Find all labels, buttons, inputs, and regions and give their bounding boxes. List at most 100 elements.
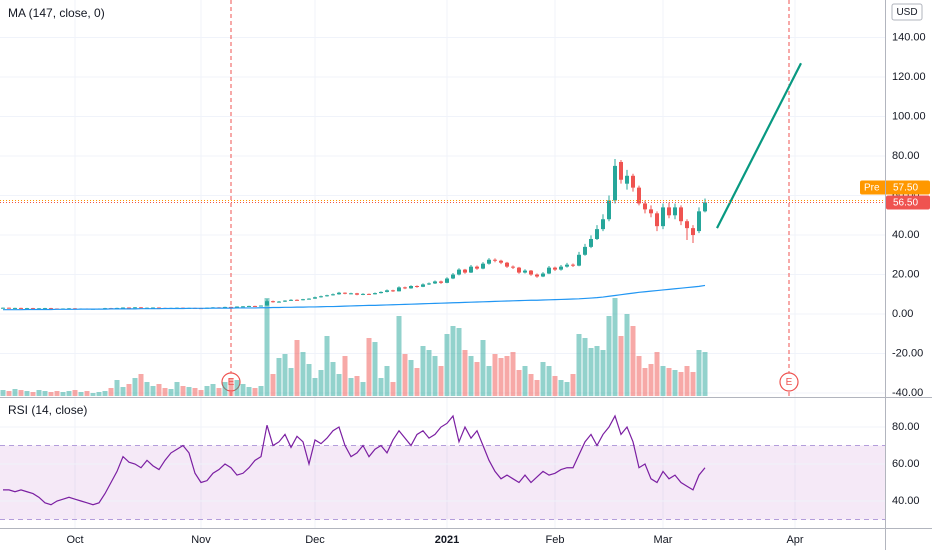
- rsi-legend[interactable]: RSI (14, close): [8, 403, 87, 417]
- volume-bar: [78, 392, 84, 396]
- volume-bar: [504, 356, 510, 396]
- candle-body: [367, 293, 371, 295]
- volume-bar: [312, 378, 318, 396]
- volume-bar: [264, 298, 270, 396]
- volume-bar: [648, 364, 654, 396]
- volume-bar: [702, 352, 708, 396]
- y-tick-label: 120.00: [892, 71, 926, 83]
- volume-bar: [558, 380, 564, 396]
- volume-bar: [162, 388, 168, 396]
- y-tick-label: 80.00: [892, 421, 920, 433]
- candle-body: [613, 165, 617, 201]
- volume-bar: [258, 386, 264, 396]
- volume-bar: [150, 386, 156, 396]
- volume-bar: [384, 366, 390, 396]
- y-tick-label: -40.00: [892, 387, 923, 399]
- candle-body: [583, 246, 587, 255]
- volume-bar: [252, 388, 258, 396]
- volume-bar: [138, 374, 144, 396]
- ma-legend[interactable]: MA (147, close, 0): [8, 6, 105, 20]
- y-tick-label: 100.00: [892, 110, 926, 122]
- volume-bar: [288, 368, 294, 396]
- volume-bar: [438, 366, 444, 396]
- volume-bar: [510, 352, 516, 396]
- candle-body: [361, 293, 365, 295]
- candle-body: [661, 207, 665, 227]
- volume-bar: [684, 366, 690, 396]
- volume-bar: [540, 362, 546, 396]
- x-tick-label: Mar: [654, 534, 673, 546]
- currency-label[interactable]: USD: [896, 7, 917, 18]
- candle-body: [439, 281, 443, 283]
- candle-body: [379, 291, 383, 294]
- candle-body: [697, 211, 701, 232]
- candle-body: [7, 307, 11, 309]
- y-tick-label: -20.00: [892, 347, 923, 359]
- volume-bar: [378, 378, 384, 396]
- candle-body: [643, 203, 647, 210]
- volume-bar: [618, 336, 624, 396]
- volume-bar: [174, 382, 180, 396]
- volume-bar: [12, 389, 18, 396]
- x-tick-label: Dec: [305, 534, 325, 546]
- candle-body: [247, 305, 251, 307]
- volume-bar: [678, 372, 684, 396]
- candle-body: [427, 283, 431, 285]
- volume-bar: [66, 391, 72, 396]
- candle-body: [277, 301, 281, 303]
- candle-body: [553, 267, 557, 270]
- x-tick-label: Nov: [191, 534, 211, 546]
- candle-body: [319, 296, 323, 298]
- currency-box[interactable]: [891, 3, 923, 21]
- candle-body: [259, 305, 263, 307]
- price-tag-value: 57.50: [893, 183, 918, 194]
- volume-bar: [630, 326, 636, 396]
- volume-bar: [534, 380, 540, 396]
- candle-body: [691, 228, 695, 236]
- volume-bar: [666, 368, 672, 396]
- volume-bar: [144, 382, 150, 396]
- candle-body: [493, 259, 497, 261]
- volume-bar: [576, 334, 582, 396]
- event-label[interactable]: E: [786, 377, 793, 388]
- candle-body: [469, 266, 473, 273]
- volume-bar: [522, 366, 528, 396]
- candle-body: [31, 308, 35, 310]
- volume-bar: [108, 388, 114, 396]
- volume-bar: [120, 387, 126, 396]
- volume-bar: [480, 340, 486, 396]
- price-tag: [886, 195, 930, 210]
- candle-body: [37, 308, 41, 310]
- volume-bar: [354, 376, 360, 396]
- trend-line[interactable]: [716, 62, 802, 229]
- candle-body: [685, 221, 689, 229]
- volume-bar: [30, 392, 36, 396]
- volume-bar: [156, 384, 162, 396]
- candle-body: [301, 299, 305, 301]
- candle-body: [331, 294, 335, 296]
- volume-bar: [696, 350, 702, 396]
- volume-bar: [228, 378, 234, 396]
- y-tick-label: 40.00: [892, 229, 920, 241]
- y-tick-label: 40.00: [892, 495, 920, 507]
- candle-body: [619, 161, 623, 180]
- volume-bar: [240, 384, 246, 396]
- candle-body: [451, 274, 455, 279]
- candle-body: [13, 307, 17, 309]
- volume-bar: [198, 390, 204, 396]
- candle-body: [487, 259, 491, 264]
- volume-bar: [54, 391, 60, 396]
- volume-bar: [306, 364, 312, 396]
- candle-body: [481, 263, 485, 269]
- candle-body: [49, 308, 53, 310]
- candle-body: [703, 202, 707, 212]
- candle-body: [355, 293, 359, 295]
- volume-bar: [690, 372, 696, 396]
- volume-bar: [612, 298, 618, 396]
- x-tick-label: 2021: [435, 534, 459, 546]
- volume-bar: [408, 360, 414, 396]
- volume-bar: [324, 336, 330, 396]
- candle-body: [571, 264, 575, 266]
- candle-body: [235, 306, 239, 308]
